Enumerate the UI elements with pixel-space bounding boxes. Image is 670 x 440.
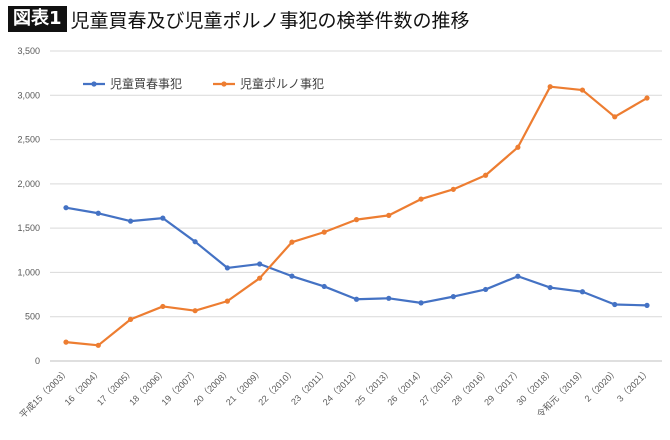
data-point <box>547 284 553 291</box>
data-point <box>289 239 295 245</box>
data-point <box>644 95 650 101</box>
data-point <box>63 339 69 345</box>
y-tick-label: 1,000 <box>17 267 40 277</box>
y-tick-label: 2,000 <box>17 179 40 189</box>
data-point <box>483 172 489 178</box>
chart-title: 図表1 児童買春及び児童ポルノ事犯の検挙件数の推移 <box>8 6 470 32</box>
x-tick-label: 平成15（2003） <box>17 366 71 420</box>
data-point <box>95 342 101 348</box>
data-point <box>515 273 521 279</box>
data-point <box>192 239 198 245</box>
data-point <box>644 302 650 308</box>
legend-label-2: 児童ポルノ事犯 <box>240 76 324 91</box>
data-point <box>127 316 134 322</box>
y-tick-label: 500 <box>25 312 40 322</box>
y-tick-label: 3,500 <box>17 46 40 56</box>
y-tick-label: 2,500 <box>17 135 40 145</box>
y-tick-label: 0 <box>35 356 40 366</box>
data-point <box>127 218 134 224</box>
legend-marker-1 <box>91 81 97 87</box>
data-point <box>257 261 263 267</box>
data-point <box>612 301 618 308</box>
data-point <box>450 186 456 192</box>
data-point <box>95 210 101 216</box>
data-point <box>418 300 424 306</box>
data-point <box>63 205 69 211</box>
data-point <box>224 265 230 271</box>
data-point <box>257 275 263 281</box>
series-line-1 <box>65 206 648 307</box>
y-tick-label: 3,000 <box>17 90 40 100</box>
data-point <box>192 308 198 314</box>
data-point <box>579 87 586 93</box>
data-point <box>224 298 230 304</box>
data-point <box>160 215 166 221</box>
legend-label-1: 児童買春事犯 <box>110 76 182 91</box>
data-point <box>321 283 327 290</box>
series-line-2 <box>65 85 648 347</box>
data-point <box>547 84 553 90</box>
data-point <box>579 289 586 295</box>
data-point <box>515 144 521 150</box>
title-text: 児童買春及び児童ポルノ事犯の検挙件数の推移 <box>70 9 470 32</box>
data-point <box>483 286 489 293</box>
x-tick-label: 2（2020） <box>583 366 620 403</box>
data-point <box>386 212 392 218</box>
data-point <box>450 294 456 300</box>
data-point <box>289 273 295 279</box>
data-point <box>160 303 166 310</box>
y-tick-label: 1,500 <box>17 223 40 233</box>
data-point <box>353 296 360 302</box>
data-point <box>321 229 327 235</box>
data-point <box>353 217 360 223</box>
x-tick-label: 3（2021） <box>615 366 652 403</box>
data-point <box>612 114 618 120</box>
data-point <box>418 196 424 202</box>
legend-marker-2 <box>221 81 227 87</box>
data-point <box>386 295 392 301</box>
figure-badge: 図表1 <box>8 6 67 32</box>
